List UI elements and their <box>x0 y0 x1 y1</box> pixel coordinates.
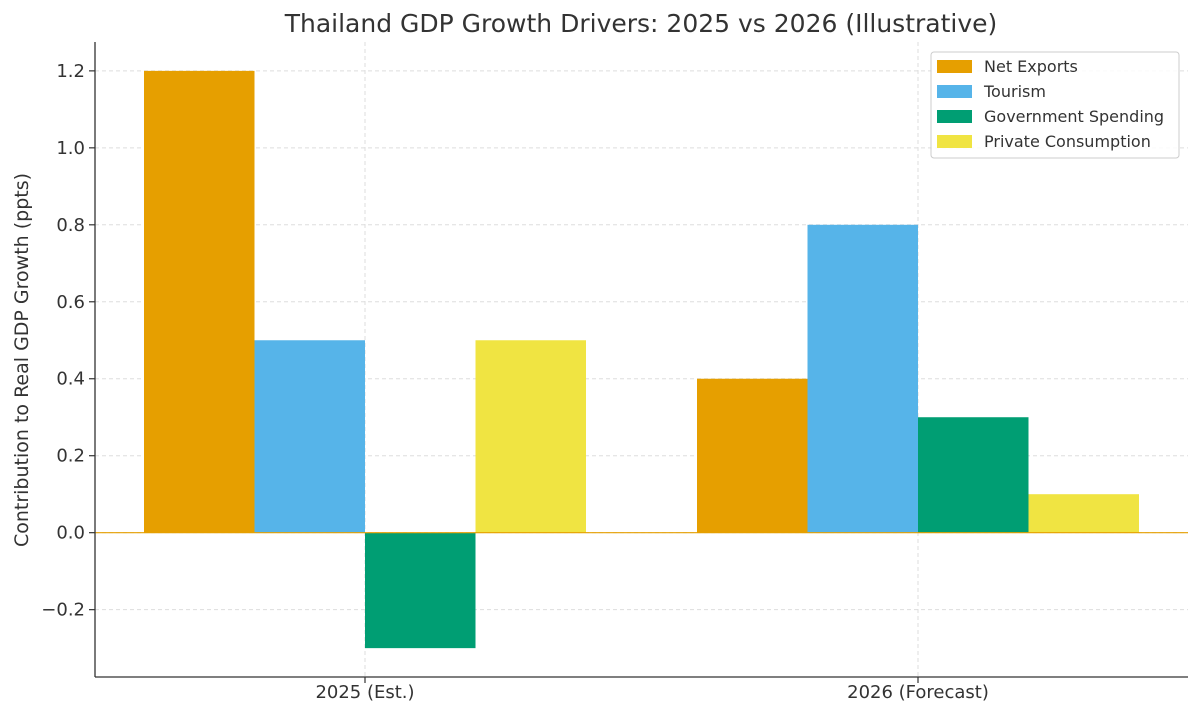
bar <box>254 340 365 533</box>
y-tick-label: 0.4 <box>56 369 85 390</box>
chart-title: Thailand GDP Growth Drivers: 2025 vs 202… <box>284 9 998 38</box>
bar <box>697 378 808 533</box>
y-tick-label: 0.2 <box>56 446 85 467</box>
legend-label: Net Exports <box>984 57 1078 76</box>
x-tick-label: 2025 (Est.) <box>315 682 414 703</box>
y-axis-label: Contribution to Real GDP Growth (ppts) <box>11 173 33 547</box>
legend-box <box>930 51 1180 159</box>
legend-swatch <box>937 135 972 148</box>
x-tick-label: 2026 (Forecast) <box>847 682 989 703</box>
y-tick-label: 1.0 <box>56 138 85 159</box>
bar <box>918 417 1029 533</box>
y-tick-label: −0.2 <box>41 600 85 621</box>
legend-swatch <box>937 85 972 98</box>
legend-swatch <box>937 110 972 123</box>
y-tick-label: 0.8 <box>56 215 85 236</box>
y-tick-label: 0.6 <box>56 292 85 313</box>
axes: −0.2 0.0 0.2 0.4 0.6 0.8 1.0 1.2 2025 (Est.) 2026… <box>41 42 1188 703</box>
bar <box>807 224 918 533</box>
legend: Net Exports Tourism Government Spending Pri… <box>930 51 1180 159</box>
bar <box>1028 494 1139 533</box>
y-tick-label: 1.2 <box>56 61 85 82</box>
bar <box>144 70 255 533</box>
y-tick-label: 0.0 <box>56 523 85 544</box>
bar <box>365 532 476 649</box>
legend-label: Tourism <box>983 82 1046 101</box>
legend-swatch <box>937 60 972 73</box>
legend-label: Government Spending <box>984 107 1164 126</box>
bar <box>475 340 586 533</box>
bars <box>144 70 1139 649</box>
legend-label: Private Consumption <box>984 132 1151 151</box>
